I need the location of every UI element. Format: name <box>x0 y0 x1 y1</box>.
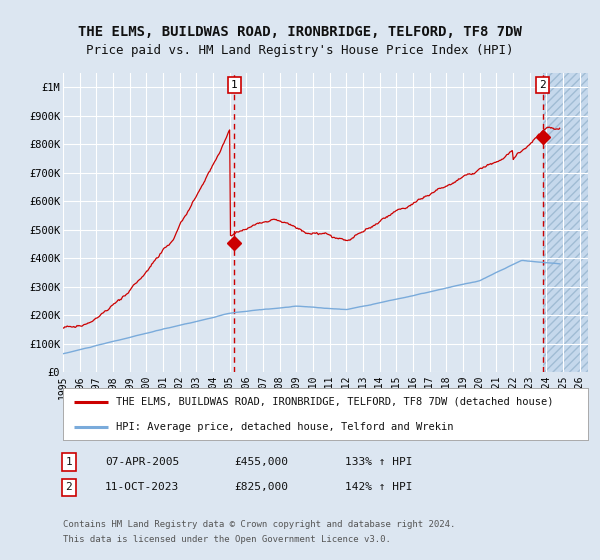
Text: Contains HM Land Registry data © Crown copyright and database right 2024.: Contains HM Land Registry data © Crown c… <box>63 520 455 529</box>
Text: This data is licensed under the Open Government Licence v3.0.: This data is licensed under the Open Gov… <box>63 535 391 544</box>
Text: 2: 2 <box>65 482 73 492</box>
Text: 133% ↑ HPI: 133% ↑ HPI <box>345 457 413 467</box>
Text: £455,000: £455,000 <box>234 457 288 467</box>
Text: £825,000: £825,000 <box>234 482 288 492</box>
Text: 1: 1 <box>65 457 73 467</box>
Text: 07-APR-2005: 07-APR-2005 <box>105 457 179 467</box>
Text: 2: 2 <box>539 80 546 90</box>
Text: 1: 1 <box>231 80 238 90</box>
Text: HPI: Average price, detached house, Telford and Wrekin: HPI: Average price, detached house, Telf… <box>115 422 453 432</box>
Text: THE ELMS, BUILDWAS ROAD, IRONBRIDGE, TELFORD, TF8 7DW: THE ELMS, BUILDWAS ROAD, IRONBRIDGE, TEL… <box>78 25 522 39</box>
Text: 142% ↑ HPI: 142% ↑ HPI <box>345 482 413 492</box>
Text: 11-OCT-2023: 11-OCT-2023 <box>105 482 179 492</box>
Text: Price paid vs. HM Land Registry's House Price Index (HPI): Price paid vs. HM Land Registry's House … <box>86 44 514 57</box>
Text: THE ELMS, BUILDWAS ROAD, IRONBRIDGE, TELFORD, TF8 7DW (detached house): THE ELMS, BUILDWAS ROAD, IRONBRIDGE, TEL… <box>115 397 553 407</box>
